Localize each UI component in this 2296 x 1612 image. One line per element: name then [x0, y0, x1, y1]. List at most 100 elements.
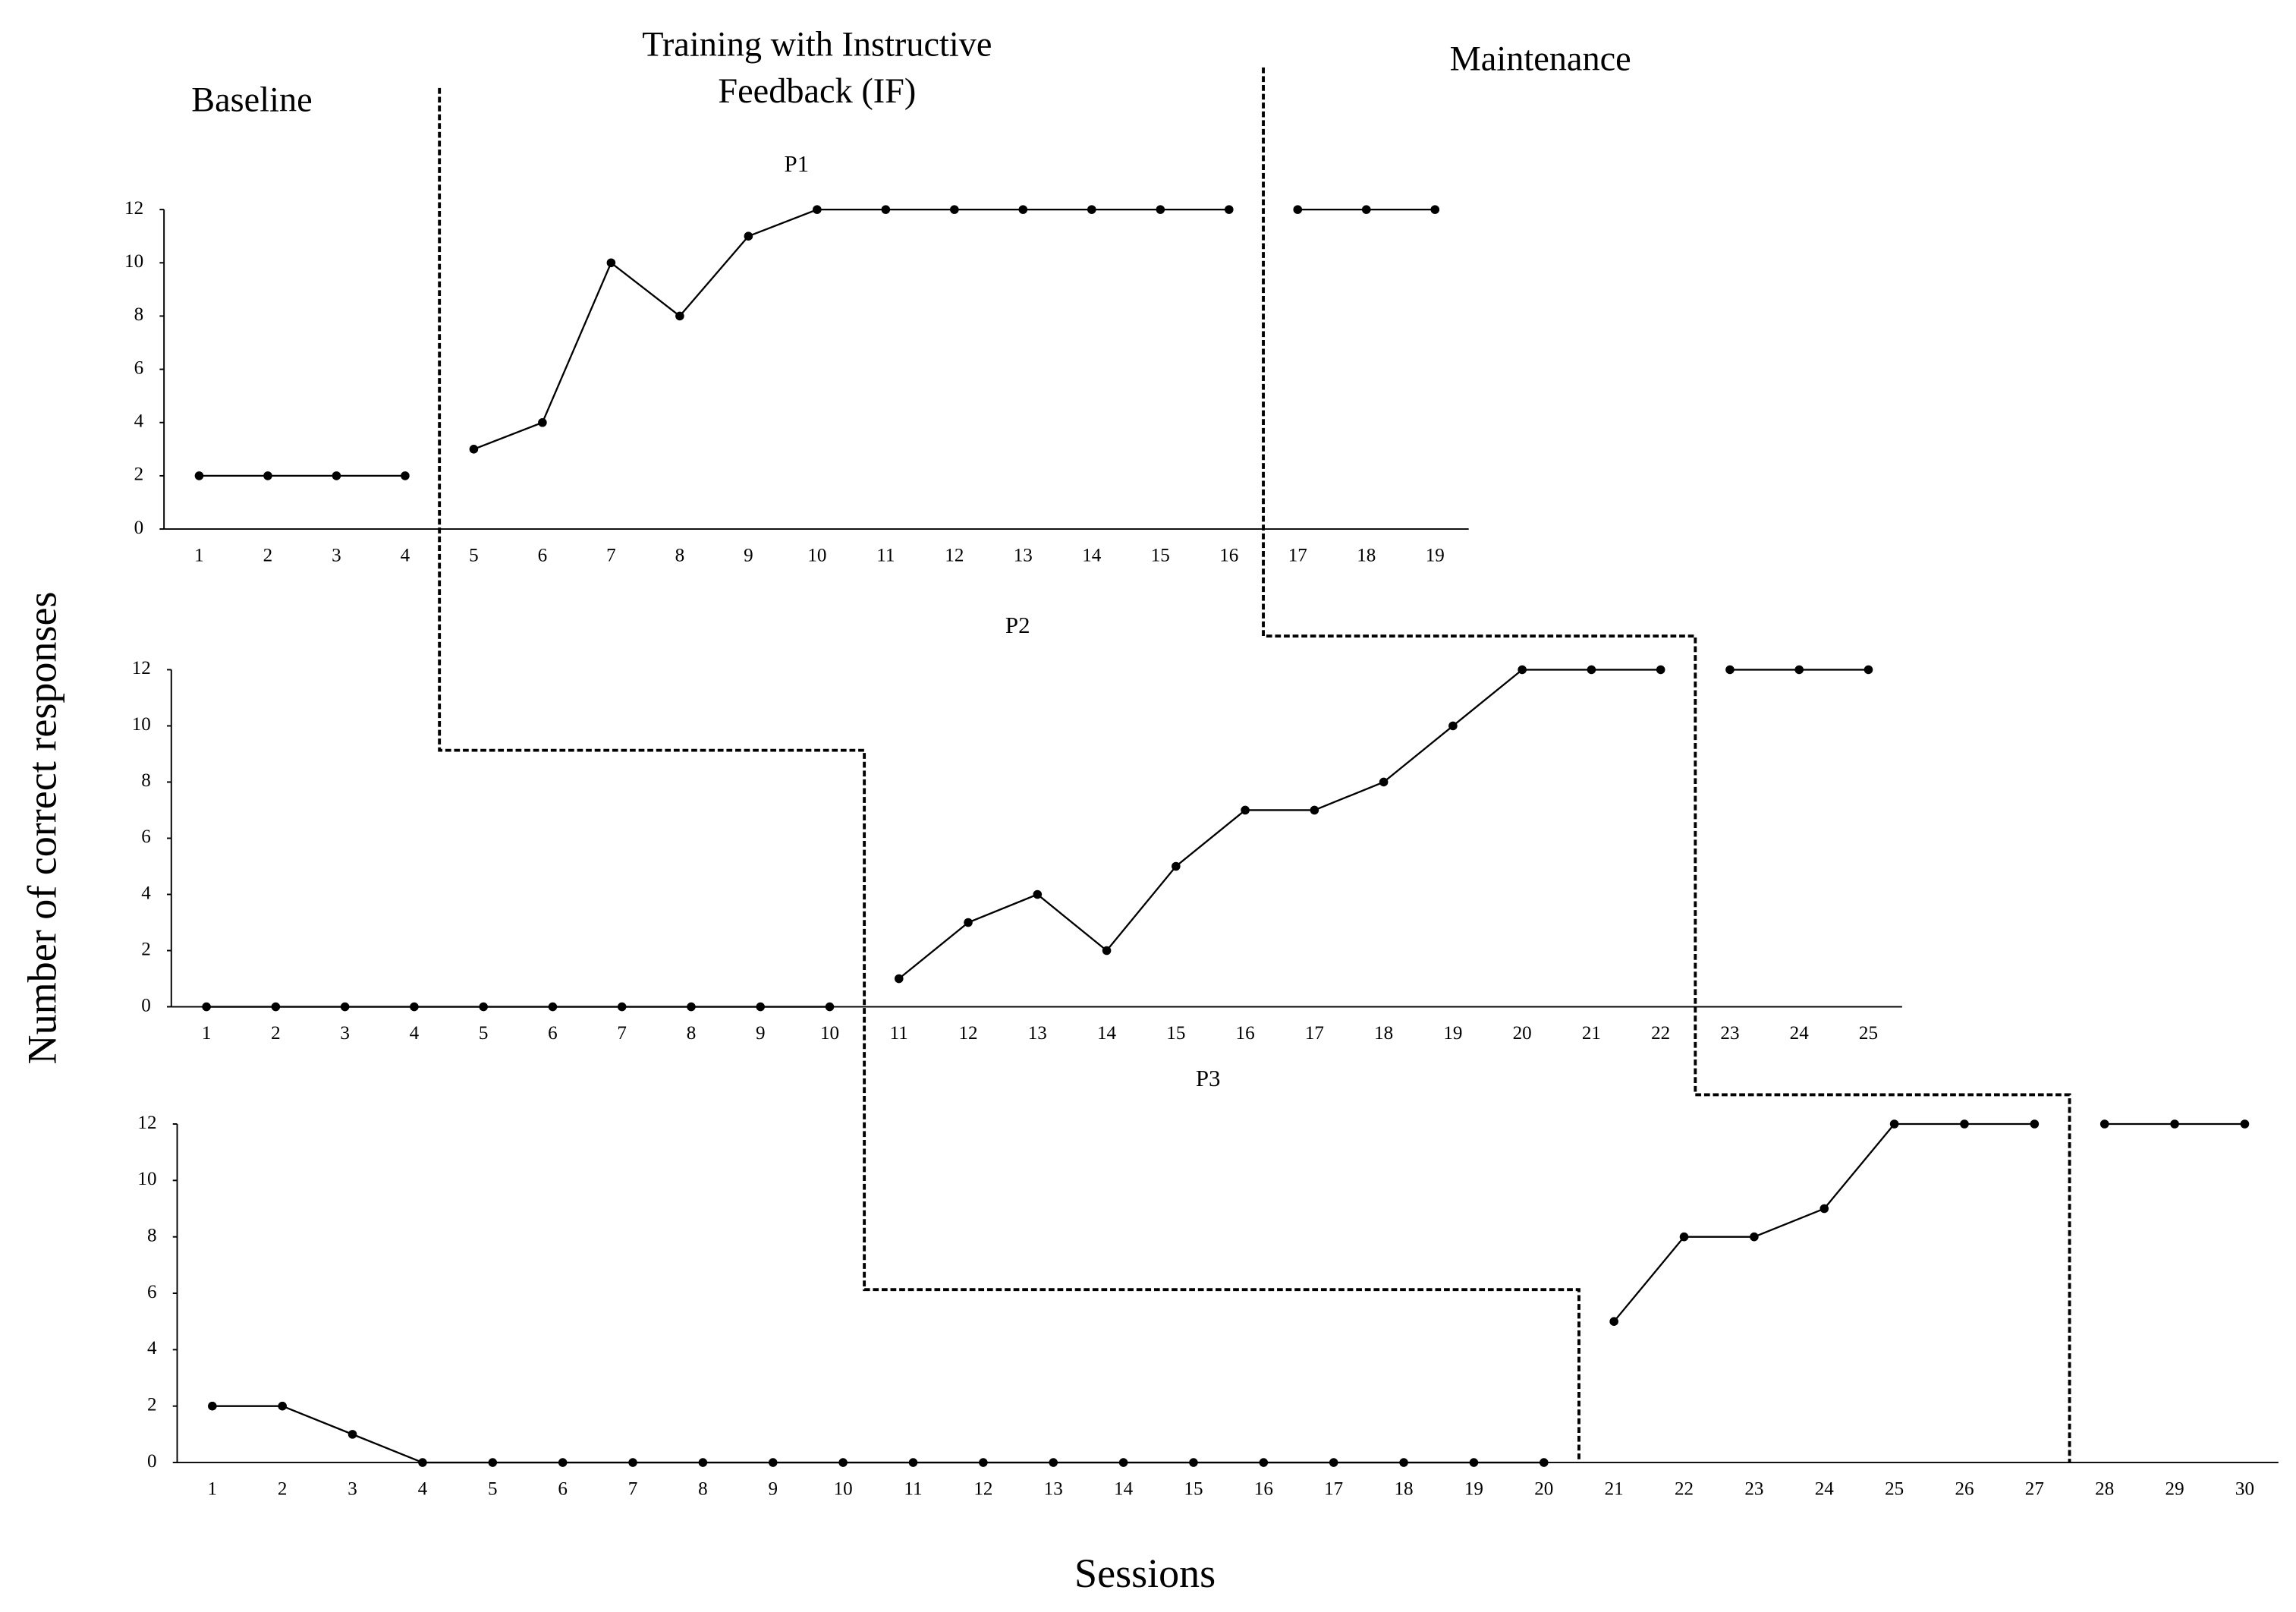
y-tick-label: 0	[147, 1451, 157, 1472]
data-point	[1018, 205, 1028, 214]
data-point	[538, 417, 547, 427]
data-point	[548, 1002, 558, 1012]
y-tick-label: 0	[141, 995, 151, 1015]
panel-title: P1	[785, 150, 810, 177]
data-point	[1399, 1458, 1408, 1467]
data-point	[881, 205, 891, 214]
data-point	[1656, 665, 1665, 675]
phase-label: Feedback (IF)	[718, 72, 916, 111]
x-tick-label: 6	[558, 1478, 568, 1499]
data-point	[2240, 1119, 2250, 1129]
x-tick-label: 22	[1675, 1478, 1694, 1499]
data-point	[271, 1002, 281, 1012]
data-point	[1102, 946, 1112, 956]
x-tick-label: 8	[687, 1023, 697, 1044]
x-tick-label: 12	[973, 1478, 992, 1499]
x-tick-label: 7	[606, 546, 616, 566]
x-tick-label: 13	[1014, 546, 1033, 566]
phase-label: Training with Instructive	[642, 25, 992, 64]
panel-title: P2	[1005, 612, 1030, 638]
data-point	[263, 471, 272, 480]
y-tick-label: 8	[141, 770, 151, 791]
x-tick-label: 19	[1443, 1023, 1462, 1044]
x-tick-label: 7	[628, 1478, 638, 1499]
data-line	[1613, 1122, 2035, 1322]
x-tick-label: 2	[278, 1478, 288, 1499]
y-tick-label: 2	[147, 1394, 157, 1415]
data-point	[1750, 1232, 1759, 1242]
data-point	[979, 1458, 988, 1467]
x-tick-label: 2	[271, 1023, 281, 1044]
panel-title: P3	[1196, 1065, 1221, 1091]
y-tick-label: 12	[132, 658, 151, 678]
data-point	[1361, 205, 1371, 214]
x-tick-label: 18	[1395, 1478, 1414, 1499]
data-point	[1794, 665, 1804, 675]
y-tick-label: 4	[134, 411, 144, 432]
data-point	[1469, 1458, 1479, 1467]
x-tick-label: 14	[1097, 1023, 1117, 1044]
data-point	[1540, 1458, 1549, 1467]
x-tick-label: 9	[768, 1478, 778, 1499]
data-point	[1820, 1204, 1829, 1214]
data-point	[410, 1002, 419, 1012]
data-point	[908, 1458, 918, 1467]
x-tick-label: 20	[1513, 1023, 1532, 1044]
x-tick-label: 15	[1184, 1478, 1203, 1499]
x-tick-label: 1	[194, 546, 204, 566]
x-tick-label: 12	[945, 546, 964, 566]
x-tick-label: 13	[1028, 1023, 1047, 1044]
y-tick-label: 12	[137, 1113, 156, 1133]
data-point	[1259, 1458, 1269, 1467]
x-tick-label: 10	[834, 1478, 853, 1499]
data-point	[617, 1002, 627, 1012]
data-point	[768, 1458, 778, 1467]
x-tick-label: 21	[1582, 1023, 1601, 1044]
data-point	[1156, 205, 1165, 214]
data-point	[744, 231, 753, 241]
data-point	[1189, 1458, 1198, 1467]
data-point	[1587, 665, 1596, 675]
x-tick-label: 4	[410, 1023, 420, 1044]
x-tick-label: 23	[1744, 1478, 1763, 1499]
data-point	[2030, 1119, 2040, 1129]
x-tick-label: 29	[2165, 1478, 2184, 1499]
x-tick-label: 7	[617, 1023, 627, 1044]
x-tick-label: 19	[1426, 546, 1445, 566]
x-tick-label: 26	[1955, 1478, 1974, 1499]
y-tick-label: 4	[147, 1338, 157, 1359]
y-tick-label: 10	[137, 1169, 156, 1189]
data-point	[340, 1002, 350, 1012]
x-tick-label: 4	[418, 1478, 428, 1499]
y-tick-label: 8	[134, 304, 144, 325]
data-point	[1224, 205, 1234, 214]
x-tick-label: 14	[1114, 1478, 1134, 1499]
x-tick-label: 18	[1357, 546, 1376, 566]
data-point	[838, 1458, 848, 1467]
x-tick-label: 17	[1305, 1023, 1324, 1044]
x-tick-label: 3	[348, 1478, 357, 1499]
x-tick-label: 1	[208, 1478, 218, 1499]
data-point	[418, 1458, 427, 1467]
x-tick-label: 14	[1082, 546, 1102, 566]
y-tick-label: 10	[124, 251, 143, 272]
x-tick-label: 10	[807, 546, 826, 566]
y-tick-label: 2	[134, 464, 144, 485]
data-point	[756, 1002, 766, 1012]
x-tick-label: 5	[488, 1478, 498, 1499]
x-tick-label: 3	[332, 546, 341, 566]
data-point	[1609, 1317, 1618, 1326]
y-tick-label: 4	[141, 883, 151, 903]
data-point	[348, 1430, 357, 1439]
data-point	[1172, 861, 1181, 871]
x-tick-label: 15	[1166, 1023, 1185, 1044]
phase-label: Maintenance	[1450, 40, 1631, 79]
data-point	[698, 1458, 708, 1467]
x-tick-label: 28	[2095, 1478, 2114, 1499]
data-line	[473, 208, 1229, 450]
data-point	[687, 1002, 696, 1012]
x-tick-label: 22	[1651, 1023, 1670, 1044]
x-tick-label: 15	[1151, 546, 1170, 566]
x-tick-label: 2	[263, 546, 273, 566]
x-tick-label: 30	[2235, 1478, 2254, 1499]
